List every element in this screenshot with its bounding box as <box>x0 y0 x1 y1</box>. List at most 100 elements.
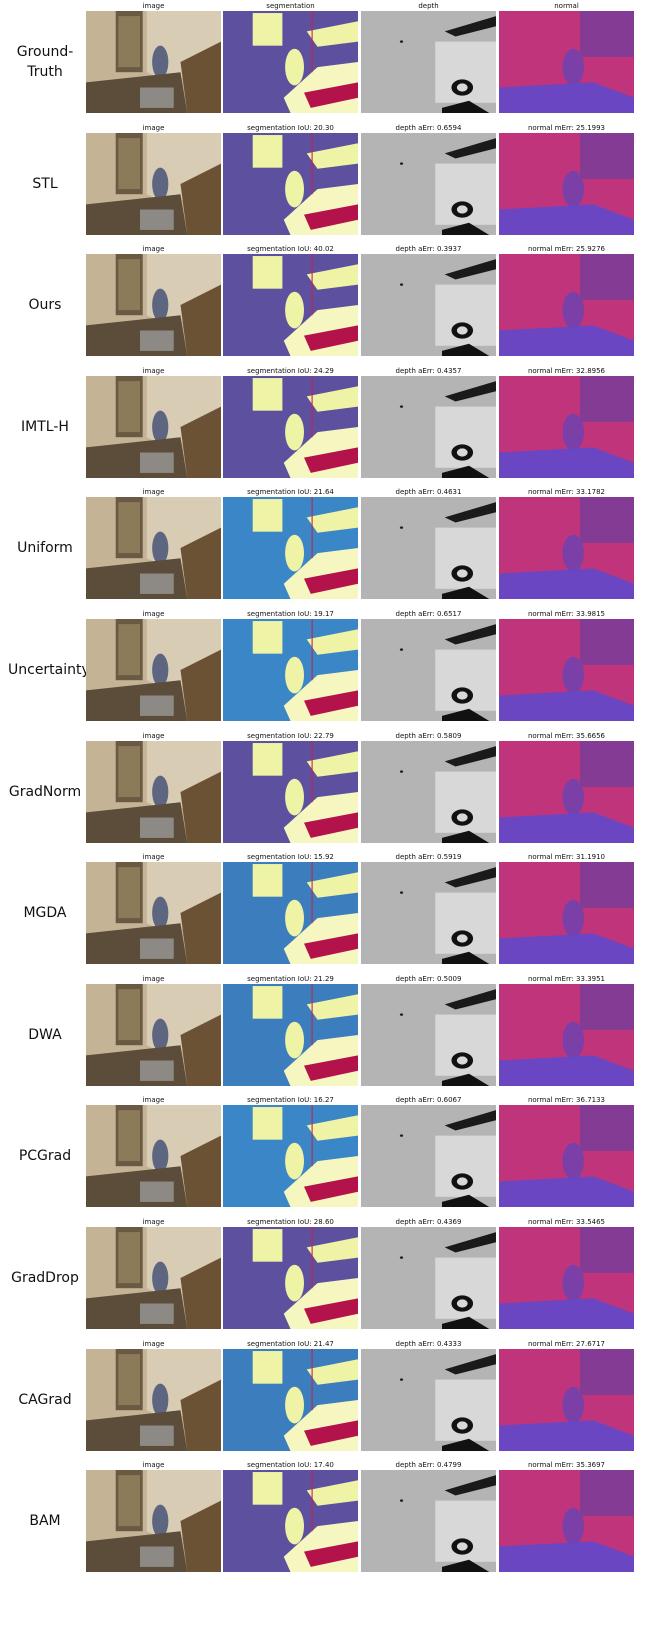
panel-caption: segmentation IoU: 16.27 <box>223 1096 358 1104</box>
shape <box>562 657 584 694</box>
panel-caption: depth aErr: 0.4357 <box>361 367 496 375</box>
panel-image <box>223 741 358 843</box>
shape <box>253 1107 283 1140</box>
shape <box>253 743 283 776</box>
panel-caption: depth aErr: 0.4631 <box>361 488 496 496</box>
panel-image <box>361 497 496 599</box>
shape <box>118 1475 140 1526</box>
row-label: Ours <box>8 295 82 315</box>
panel-image <box>223 1470 358 1572</box>
panel-caption: image <box>86 1096 221 1104</box>
shape <box>152 1383 168 1416</box>
panel-image <box>223 984 358 1086</box>
shape <box>140 209 174 229</box>
shape <box>140 331 174 351</box>
row-label: MGDA <box>8 903 82 923</box>
shape <box>152 654 168 687</box>
panel-caption: normal mErr: 33.1782 <box>499 488 634 496</box>
shape <box>140 1547 174 1567</box>
panel-image <box>499 741 634 843</box>
shape <box>580 1227 634 1273</box>
panel-image <box>499 984 634 1086</box>
shape <box>562 1022 584 1059</box>
shape <box>118 1354 140 1405</box>
panel-image <box>499 619 634 721</box>
shape <box>562 49 584 86</box>
panel-image <box>223 619 358 721</box>
row-label: DWA <box>8 1025 82 1045</box>
shape <box>118 624 140 675</box>
shape <box>400 162 403 164</box>
panel-image <box>86 497 221 599</box>
shape <box>285 49 304 86</box>
panel-caption: segmentation IoU: 22.79 <box>223 732 358 740</box>
panel-caption: normal mErr: 35.3697 <box>499 1461 634 1469</box>
shape <box>152 46 168 79</box>
shape <box>118 1232 140 1283</box>
shape <box>285 1022 304 1059</box>
panel-caption: segmentation IoU: 15.92 <box>223 853 358 861</box>
panel-caption: segmentation IoU: 21.64 <box>223 488 358 496</box>
panel-image <box>361 741 496 843</box>
shape <box>253 1351 283 1384</box>
panel-image <box>86 1349 221 1451</box>
shape <box>562 1265 584 1302</box>
panel-image <box>361 376 496 478</box>
shape <box>285 292 304 329</box>
panel-image <box>223 376 358 478</box>
shape <box>580 619 634 665</box>
shape <box>562 1508 584 1545</box>
panel-image <box>223 1227 358 1329</box>
shape <box>152 775 168 808</box>
panel-caption: depth aErr: 0.4799 <box>361 1461 496 1469</box>
shape <box>140 88 174 108</box>
panel-image <box>223 133 358 235</box>
panel-caption: image <box>86 1218 221 1226</box>
shape <box>400 40 403 42</box>
panel-image <box>86 254 221 356</box>
shape <box>580 1349 634 1395</box>
row-label: Ground-Truth <box>8 42 82 82</box>
panel-caption: normal mErr: 27.6717 <box>499 1340 634 1348</box>
shape <box>253 1472 283 1505</box>
panel-caption: depth aErr: 0.6067 <box>361 1096 496 1104</box>
row-label: Uniform <box>8 538 82 558</box>
shape <box>285 778 304 815</box>
shape <box>580 1470 634 1516</box>
shape <box>285 414 304 451</box>
panel-caption: normal mErr: 25.1993 <box>499 124 634 132</box>
panel-image <box>223 1105 358 1207</box>
panel-caption: segmentation IoU: 21.29 <box>223 975 358 983</box>
shape <box>140 1304 174 1324</box>
shape <box>562 778 584 815</box>
panel-caption: image <box>86 975 221 983</box>
panel-caption: image <box>86 245 221 253</box>
shape <box>285 1265 304 1302</box>
shape <box>580 254 634 300</box>
shape <box>580 862 634 908</box>
shape <box>400 1135 403 1137</box>
shape <box>253 864 283 897</box>
shape <box>253 13 283 46</box>
panel-caption: depth <box>361 2 496 10</box>
panel-image <box>361 862 496 964</box>
panel-image <box>361 133 496 235</box>
panel-image <box>86 741 221 843</box>
shape <box>580 741 634 787</box>
shape <box>152 897 168 930</box>
shape <box>140 939 174 959</box>
panel-image <box>361 1349 496 1451</box>
panel-image <box>223 497 358 599</box>
shape <box>118 989 140 1040</box>
panel-caption: image <box>86 610 221 618</box>
shape <box>152 289 168 322</box>
shape <box>152 1262 168 1295</box>
panel-image <box>361 11 496 113</box>
panel-image <box>499 376 634 478</box>
row-label: IMTL-H <box>8 417 82 437</box>
panel-image <box>499 1470 634 1572</box>
shape <box>580 11 634 57</box>
panel-caption: depth aErr: 0.4369 <box>361 1218 496 1226</box>
shape <box>562 414 584 451</box>
shape <box>562 292 584 329</box>
